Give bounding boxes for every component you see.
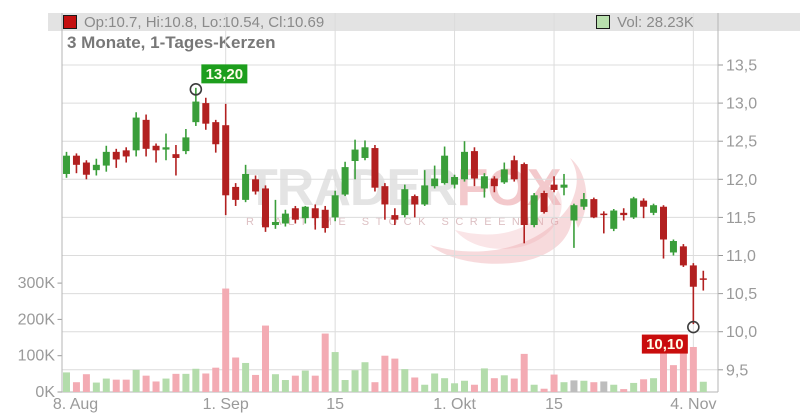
svg-text:8. Aug: 8. Aug [53, 396, 98, 413]
ohlc-legend-swatch-icon [63, 15, 77, 29]
volume-legend-label: Vol: 28.23K [617, 13, 694, 31]
svg-text:12,5: 12,5 [726, 134, 757, 151]
svg-text:13,0: 13,0 [726, 96, 757, 113]
svg-text:1. Okt: 1. Okt [433, 396, 476, 413]
svg-text:11,0: 11,0 [726, 248, 756, 265]
chart-legend-bar: Op:10.7, Hi:10.8, Lo:10.54, Cl:10.69 Vol… [48, 13, 800, 31]
svg-text:100K: 100K [18, 348, 56, 365]
svg-text:10,5: 10,5 [726, 286, 757, 303]
svg-text:15: 15 [545, 396, 563, 413]
svg-text:10,0: 10,0 [726, 324, 757, 341]
svg-text:9,5: 9,5 [726, 362, 748, 379]
svg-text:200K: 200K [18, 311, 56, 328]
svg-text:15: 15 [326, 396, 344, 413]
svg-text:300K: 300K [18, 275, 56, 292]
volume-legend-swatch-icon [596, 15, 611, 29]
svg-text:11,5: 11,5 [726, 210, 756, 227]
svg-text:4. Nov: 4. Nov [670, 396, 716, 413]
svg-text:13,20: 13,20 [206, 66, 244, 83]
svg-text:1. Sep: 1. Sep [203, 396, 249, 413]
chart-period-title: 3 Monate, 1-Tages-Kerzen [67, 33, 276, 52]
svg-text:13,5: 13,5 [726, 58, 757, 75]
svg-text:12,0: 12,0 [726, 172, 757, 189]
svg-text:0K: 0K [35, 384, 55, 401]
ohlc-legend-label: Op:10.7, Hi:10.8, Lo:10.54, Cl:10.69 [84, 13, 325, 31]
svg-text:10,10: 10,10 [646, 336, 684, 353]
